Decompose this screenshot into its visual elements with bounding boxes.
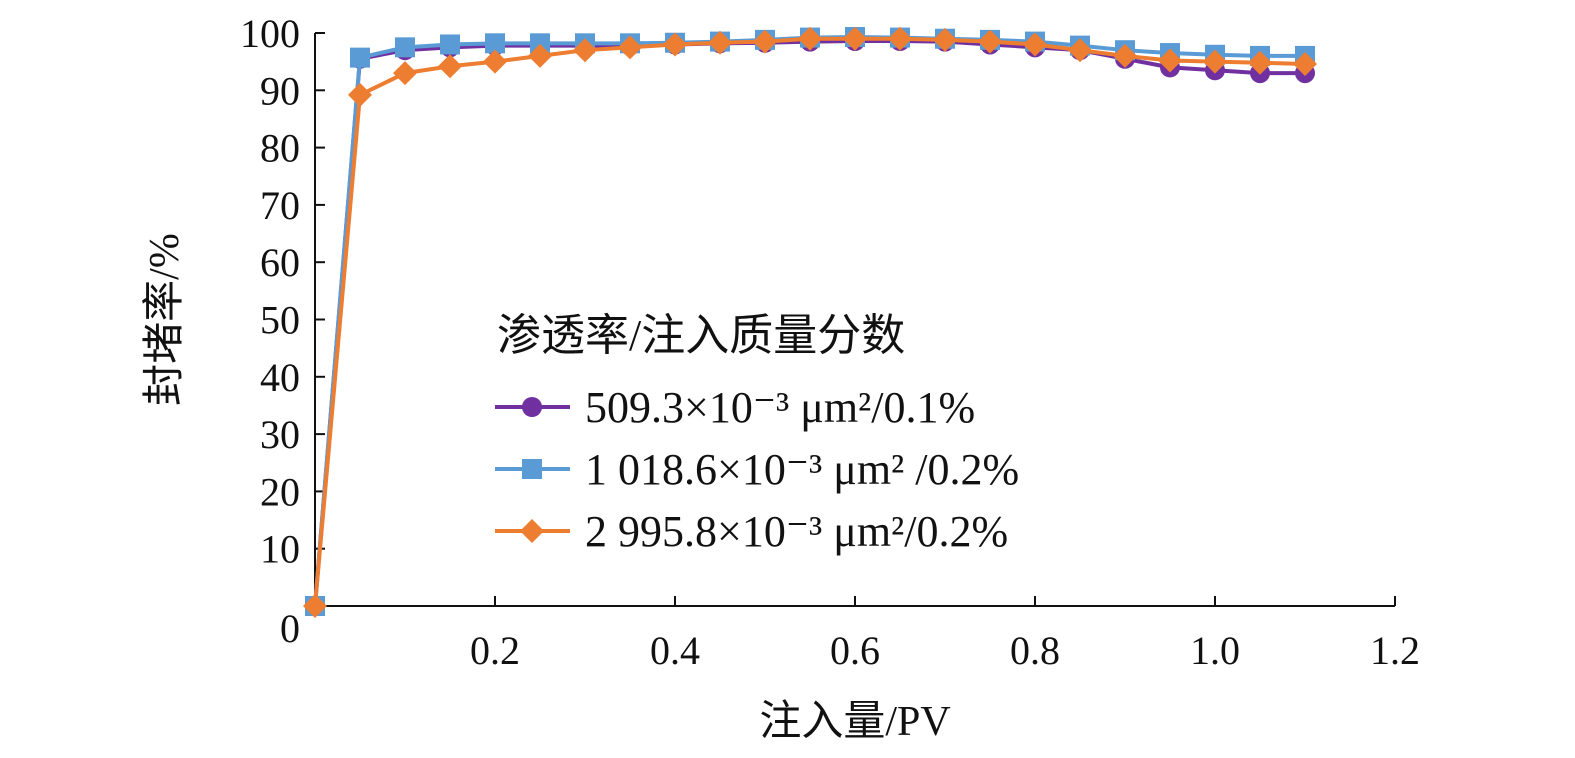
legend-swatch-marker: [522, 459, 542, 479]
data-point-2: [440, 34, 460, 55]
data-point-2: [530, 33, 550, 54]
series-layer: [303, 26, 1317, 618]
legend-title: 渗透率/注入质量分数: [497, 311, 905, 360]
data-point-3: [1293, 51, 1317, 76]
data-point-3: [708, 30, 732, 55]
data-point-3: [1248, 50, 1272, 75]
x-tick-label: 0.4: [650, 628, 700, 673]
legend-label: 1 018.6×10⁻³ μm² /0.2%: [585, 445, 1019, 494]
data-point-3: [1023, 32, 1047, 57]
y-tick-label: 70: [260, 183, 300, 228]
data-point-2: [395, 37, 415, 58]
legend-item-3: 2 995.8×10⁻³ μm²/0.2%: [495, 507, 1008, 556]
legend-item-2: 1 018.6×10⁻³ μm² /0.2%: [495, 445, 1019, 494]
y-tick-label: 100: [240, 11, 300, 56]
data-point-3: [303, 594, 327, 618]
y-tick-label: 50: [260, 298, 300, 343]
data-point-2: [485, 33, 505, 54]
data-point-2: [350, 47, 370, 68]
data-point-3: [393, 61, 417, 86]
x-tick-label: 1.0: [1190, 628, 1240, 673]
legend-item-1: 509.3×10⁻³ μm²/0.1%: [495, 383, 975, 432]
y-tick-label: 0: [280, 606, 300, 651]
legend-swatch-marker: [520, 519, 544, 543]
data-point-3: [888, 26, 912, 51]
y-tick-label: 20: [260, 469, 300, 514]
y-tick-label: 90: [260, 68, 300, 113]
legend: 渗透率/注入质量分数 509.3×10⁻³ μm²/0.1% 1 018.6×10⁻…: [495, 311, 1019, 556]
data-point-3: [573, 38, 597, 63]
data-point-3: [438, 54, 462, 79]
data-point-3: [1068, 38, 1092, 63]
data-point-3: [933, 27, 957, 52]
data-point-3: [528, 43, 552, 68]
x-axis-label: 注入量/PV: [759, 698, 950, 745]
legend-swatch-marker: [522, 397, 542, 417]
data-point-3: [1113, 43, 1137, 68]
x-tick-label: 0.8: [1010, 628, 1060, 673]
data-point-3: [1158, 48, 1182, 73]
y-axis-label: 封堵率/%: [141, 233, 188, 406]
x-tick-label: 0.2: [470, 628, 520, 673]
data-point-3: [798, 26, 822, 51]
y-tick-label: 10: [260, 527, 300, 572]
y-tick-label: 40: [260, 355, 300, 400]
data-point-3: [753, 29, 777, 54]
y-tick-label: 30: [260, 412, 300, 457]
legend-label: 2 995.8×10⁻³ μm²/0.2%: [585, 507, 1008, 556]
data-point-3: [618, 35, 642, 60]
y-tick-label: 80: [260, 126, 300, 171]
data-point-3: [483, 49, 507, 74]
x-tick-label: 0.6: [830, 628, 880, 673]
series-3: [303, 26, 1317, 618]
legend-label: 509.3×10⁻³ μm²/0.1%: [585, 383, 975, 432]
data-point-3: [843, 26, 867, 51]
data-point-3: [663, 32, 687, 57]
data-point-3: [1203, 49, 1227, 74]
data-point-3: [348, 82, 372, 107]
axes-layer: 0 10 20 30 40 50 60 70 80 90 100 0.2 0.4 0.6 0.8 1.0 1.2: [240, 11, 1420, 673]
y-tick-label: 60: [260, 240, 300, 285]
x-tick-label: 1.2: [1370, 628, 1420, 673]
data-point-3: [978, 29, 1002, 54]
